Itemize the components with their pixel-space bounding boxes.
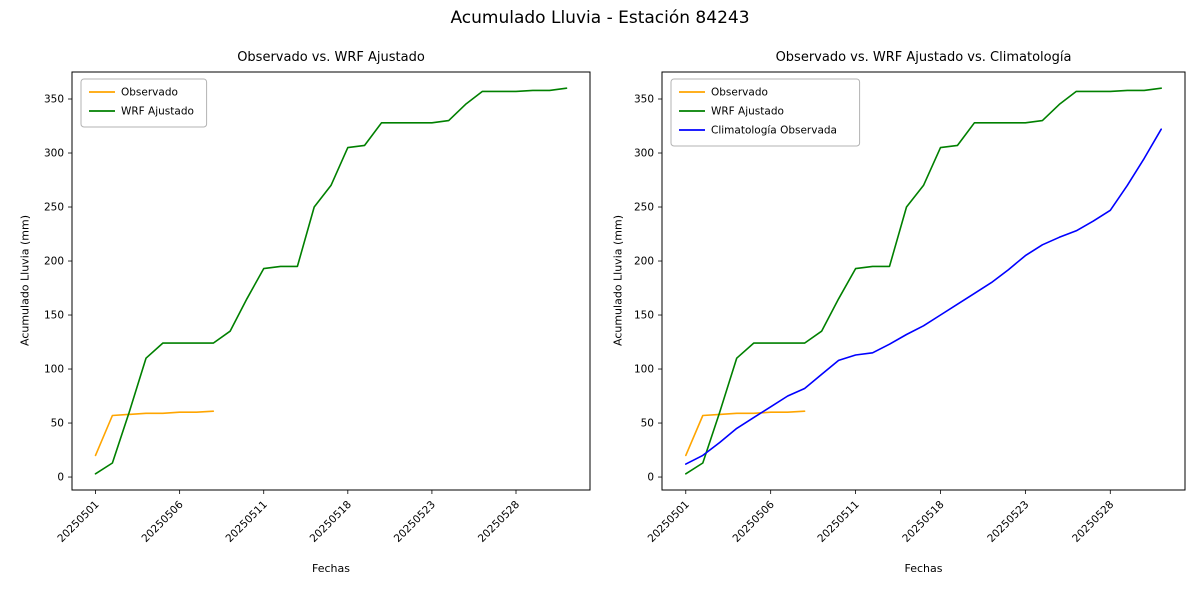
subplot-1-title: Observado vs. WRF Ajustado vs. Climatolo…	[775, 50, 1072, 65]
subplot-0-title: Observado vs. WRF Ajustado	[237, 50, 425, 65]
series-line-wrf-ajustado	[94, 87, 568, 475]
legend-label: Observado	[121, 87, 178, 99]
series-line-observado	[94, 410, 215, 457]
series-line-climatología-observada	[685, 128, 1163, 465]
series-line-wrf-ajustado	[685, 87, 1163, 475]
figure-title: Acumulado Lluvia - Estación 84243	[450, 8, 750, 28]
legend-box	[670, 78, 861, 147]
subplot-1-x-axis-label: Fechas	[904, 562, 943, 575]
y-tick-label: 50	[51, 418, 64, 430]
x-tick-label: 20250506	[731, 498, 778, 545]
x-tick-label: 20250511	[224, 499, 270, 545]
y-tick-label: 0	[647, 472, 654, 484]
y-tick-label: 150	[634, 310, 654, 322]
y-tick-label: 100	[634, 364, 654, 376]
y-tick-label: 300	[634, 148, 654, 160]
legend-label: Observado	[711, 87, 768, 99]
legend-box	[80, 78, 208, 128]
x-tick-label: 20250518	[900, 499, 946, 545]
chart-0-canvas: 0 50 100 150 200 250 300 350 20250501 20250506 202…	[44, 71, 591, 545]
x-tick-label: 20250501	[55, 499, 101, 545]
legend-label: WRF Ajustado	[121, 106, 194, 118]
y-tick-label: 250	[44, 202, 64, 214]
y-tick-label: 250	[634, 202, 654, 214]
legend-label: Climatología Observada	[711, 125, 837, 137]
x-tick-label: 20250511	[815, 499, 861, 545]
y-tick-label: 200	[634, 256, 654, 268]
x-tick-label: 20250528	[476, 499, 522, 545]
y-tick-label: 100	[44, 364, 64, 376]
x-tick-label: 20250528	[1070, 499, 1116, 545]
subplot-0-x-axis-label: Fechas	[312, 562, 350, 575]
legend-label: WRF Ajustado	[711, 106, 784, 118]
x-tick-label: 20250506	[139, 498, 186, 545]
plot-border	[71, 71, 591, 491]
y-tick-label: 350	[634, 94, 654, 106]
x-tick-label: 20250523	[392, 499, 438, 545]
x-tick-label: 20250501	[646, 499, 692, 545]
plot-border	[661, 71, 1186, 491]
y-tick-label: 50	[641, 418, 654, 430]
y-tick-label: 200	[44, 256, 64, 268]
series-line-observado	[685, 410, 806, 457]
x-tick-label: 20250523	[985, 499, 1031, 545]
y-tick-label: 350	[44, 94, 64, 106]
x-tick-label: 20250518	[308, 499, 354, 545]
y-tick-label: 0	[57, 472, 64, 484]
y-tick-label: 300	[44, 148, 64, 160]
chart-1-canvas: 0 50 100 150 200 250 300 350 20250501 20250506 202…	[634, 71, 1186, 545]
y-tick-label: 150	[44, 310, 64, 322]
